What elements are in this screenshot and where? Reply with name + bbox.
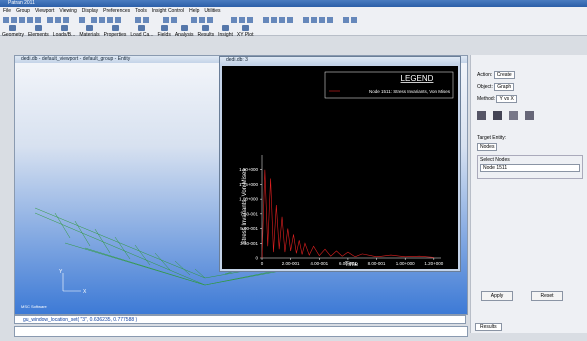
- axis-x-label: X: [83, 289, 87, 295]
- ribbon-label: Results: [197, 32, 214, 38]
- x-tick-label: 1.00+000: [396, 261, 415, 266]
- menu-item[interactable]: Viewing: [59, 7, 76, 15]
- patran-window: Patran 2011 File Group Viewport Viewing Disp…: [0, 0, 587, 341]
- menu-item[interactable]: Help: [189, 7, 199, 15]
- results-tab[interactable]: Results: [475, 323, 502, 331]
- xy-window-title: dedi.db: 3: [220, 57, 460, 64]
- ribbon-icon: [181, 25, 188, 31]
- menu-item[interactable]: File: [3, 7, 11, 15]
- action-select[interactable]: Create: [494, 71, 515, 79]
- reset-button[interactable]: Reset: [531, 291, 563, 301]
- x-tick-label: 0: [261, 261, 264, 266]
- target-select[interactable]: Nodes: [477, 143, 497, 151]
- x-tick-label: 4.00-001: [310, 261, 328, 266]
- ribbon-label: Properties: [104, 32, 127, 38]
- ribbon-icon: [202, 25, 209, 31]
- ribbon-icon: [112, 25, 119, 31]
- ribbon-label: Load Ca...: [130, 32, 153, 38]
- ribbon: Geometry Elements Loads/B...Materials Prope…: [2, 25, 253, 38]
- ribbon-label: Insight: [218, 32, 233, 38]
- target-label: Target Entity:: [477, 135, 506, 141]
- title-bar: Patran 2011: [0, 0, 587, 7]
- x-tick-label: 1.20+000: [424, 261, 443, 266]
- ribbon-icon: [222, 25, 229, 31]
- legend-entry: Node 1511: Stress Invariants, Von Mises: [369, 89, 451, 94]
- command-text: gu_window_location_set( "3", 0.636235, 0…: [23, 317, 137, 323]
- y-axis-label: Stress Invariants, Von Mises: [242, 169, 248, 245]
- menu-item[interactable]: Insight Control: [152, 7, 184, 15]
- menu-item[interactable]: Display: [82, 7, 98, 15]
- select-input[interactable]: Node 1511: [480, 164, 580, 172]
- application-panel: Action: Create Object: Graph Method: Y v…: [470, 55, 587, 333]
- legend-box: [325, 72, 453, 98]
- method-label: Method:: [477, 96, 495, 102]
- ribbon-icon: [9, 25, 16, 31]
- object-select[interactable]: Graph: [494, 83, 514, 91]
- ribbon-button[interactable]: Elements: [28, 25, 49, 38]
- ribbon-button[interactable]: Materials: [79, 25, 99, 38]
- icon-row: [0, 15, 587, 24]
- axis-y-label: Y: [59, 269, 63, 275]
- action-label: Action:: [477, 72, 492, 78]
- ribbon-label: Elements: [28, 32, 49, 38]
- viewport-title-text: dedi.db - default_viewport - default_gro…: [21, 56, 130, 62]
- ribbon-icon: [86, 25, 93, 31]
- ribbon-icon: [138, 25, 145, 31]
- menu-item[interactable]: Preferences: [103, 7, 130, 15]
- method-select[interactable]: Y vs X: [496, 95, 516, 103]
- select-label: Select Nodes: [478, 156, 582, 164]
- ribbon-button[interactable]: Analysis: [175, 25, 194, 38]
- ribbon-button[interactable]: Fields: [157, 25, 170, 38]
- xy-window-title-text: dedi.db: 3: [226, 57, 248, 63]
- legend-title: LEGEND: [401, 74, 434, 83]
- ribbon-button[interactable]: Properties: [104, 25, 127, 38]
- ribbon-icon: [161, 25, 168, 31]
- x-axis-label: Time: [345, 262, 359, 268]
- menu-item[interactable]: Group: [16, 7, 30, 15]
- ribbon-icon: [242, 25, 249, 31]
- app-title: Patran 2011: [8, 0, 35, 6]
- x-tick-label: 8.00-001: [368, 261, 386, 266]
- menu-item[interactable]: Tools: [135, 7, 147, 15]
- ribbon-button[interactable]: Results: [197, 25, 214, 38]
- apply-button[interactable]: Apply: [481, 291, 513, 301]
- x-tick-label: 2.00-001: [282, 261, 300, 266]
- ribbon-label: Loads/B...: [53, 32, 76, 38]
- ribbon-button[interactable]: Loads/B...: [53, 25, 76, 38]
- logo: MSC Software: [21, 304, 48, 309]
- command-history: gu_window_location_set( "3", 0.636235, 0…: [14, 315, 466, 324]
- menu-bar: File Group Viewport Viewing Display Preferenc…: [0, 7, 587, 15]
- object-label: Object:: [477, 84, 493, 90]
- menu-item[interactable]: Utilities: [204, 7, 220, 15]
- ribbon-label: Analysis: [175, 32, 194, 38]
- command-input[interactable]: [14, 326, 468, 337]
- ribbon-label: Fields: [157, 32, 170, 38]
- y-tick-label: 0: [255, 256, 258, 261]
- ribbon-label: Materials: [79, 32, 99, 38]
- ribbon-icon: [35, 25, 42, 31]
- xy-plot: LEGEND Node 1511: Stress Invariants, Von …: [222, 66, 458, 269]
- xy-window: dedi.db: 3 LEGEND Node 1511: Stress Invar…: [219, 56, 461, 272]
- option-icons: [477, 110, 537, 122]
- ribbon-button[interactable]: Insight: [218, 25, 233, 38]
- ribbon-icon: [61, 25, 68, 31]
- ribbon-label: XY Plot: [237, 32, 254, 38]
- menu-item[interactable]: Viewport: [35, 7, 54, 15]
- ribbon-button[interactable]: Geometry: [2, 25, 24, 38]
- data-line: [262, 170, 434, 258]
- ribbon-label: Geometry: [2, 32, 24, 38]
- ribbon-button[interactable]: XY Plot: [237, 25, 254, 38]
- ribbon-button[interactable]: Load Ca...: [130, 25, 153, 38]
